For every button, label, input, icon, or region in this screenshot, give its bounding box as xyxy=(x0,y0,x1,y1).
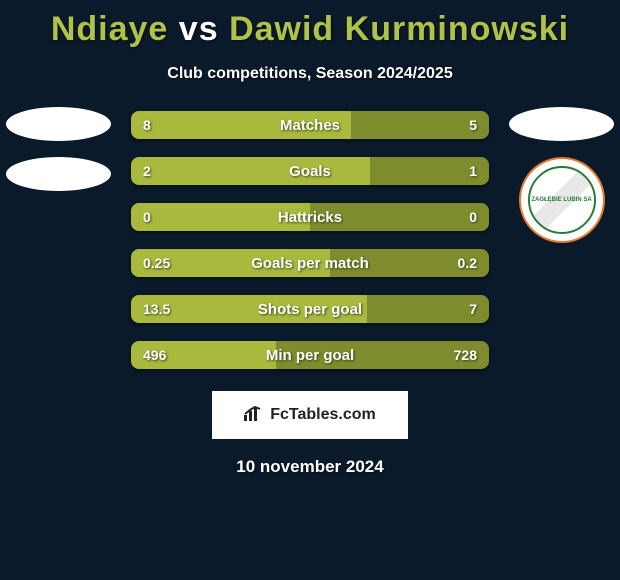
stat-label: Hattricks xyxy=(131,203,489,231)
player-left-name: Ndiaye xyxy=(51,10,169,48)
stat-bar: 85Matches xyxy=(131,111,489,139)
stat-bars: 85Matches 21Goals 00Hattricks 0.250.2Goals … xyxy=(131,111,489,369)
page-title: Ndiaye vs Dawid Kurminowski xyxy=(0,0,620,49)
stat-bar: 496728Min per goal xyxy=(131,341,489,369)
stat-label: Shots per goal xyxy=(131,295,489,323)
placeholder-icon xyxy=(6,157,111,191)
vs-word: vs xyxy=(179,10,219,48)
comparison-stage: ZAGŁĘBIE LUBIN SA 85Matches 21Goals 00Hatt… xyxy=(0,111,620,369)
player-right-name: Dawid Kurminowski xyxy=(229,10,569,48)
crest-label: ZAGŁĘBIE LUBIN SA xyxy=(531,197,591,203)
left-badge-stack xyxy=(6,107,111,191)
placeholder-icon xyxy=(509,107,614,141)
subtitle: Club competitions, Season 2024/2025 xyxy=(0,65,620,83)
right-badge-stack: ZAGŁĘBIE LUBIN SA xyxy=(509,107,614,243)
stat-label: Min per goal xyxy=(131,341,489,369)
placeholder-icon xyxy=(6,107,111,141)
footer-attribution: FcTables.com xyxy=(212,391,408,439)
stat-label: Goals per match xyxy=(131,249,489,277)
stat-bar: 00Hattricks xyxy=(131,203,489,231)
stat-label: Goals xyxy=(131,157,489,185)
footer-text: FcTables.com xyxy=(270,406,376,424)
date-label: 10 november 2024 xyxy=(0,457,620,477)
chart-icon xyxy=(244,405,264,426)
stat-bar: 13.57Shots per goal xyxy=(131,295,489,323)
club-crest-icon: ZAGŁĘBIE LUBIN SA xyxy=(519,157,605,243)
stat-label: Matches xyxy=(131,111,489,139)
stat-bar: 21Goals xyxy=(131,157,489,185)
stat-bar: 0.250.2Goals per match xyxy=(131,249,489,277)
